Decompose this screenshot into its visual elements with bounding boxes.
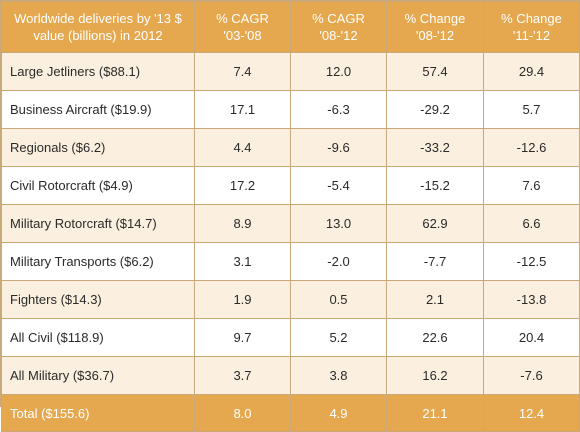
table-cell: -7.7 — [386, 242, 484, 281]
table-cell: -6.3 — [290, 90, 387, 129]
header-change-11-12-line2: '11-'12 — [512, 28, 551, 43]
table-cell: 9.7 — [194, 318, 291, 357]
table-cell: 13.0 — [290, 204, 387, 243]
header-cagr-08-12-line1: % CAGR — [312, 11, 365, 26]
header-change-08-12-line2: '08-'12 — [415, 28, 455, 43]
header-category-line2: value (billions) in 2012 — [33, 28, 163, 43]
table-cell: 5.2 — [290, 318, 387, 357]
table-cell: -12.5 — [483, 242, 580, 281]
table-cell: 5.7 — [483, 90, 580, 129]
header-cagr-03-08: % CAGR '03-'08 — [194, 1, 291, 53]
row-label: All Military ($36.7) — [1, 356, 195, 395]
table-cell: 0.5 — [290, 280, 387, 319]
header-row: Worldwide deliveries by '13 $ value (bil… — [1, 1, 580, 53]
row-label: Business Aircraft ($19.9) — [1, 90, 195, 129]
table-cell: -29.2 — [386, 90, 484, 129]
table-row: Civil Rotorcraft ($4.9) 17.2 -5.4 -15.2 … — [1, 166, 580, 205]
header-change-08-12-line1: % Change — [404, 11, 466, 26]
table-cell: 17.1 — [194, 90, 291, 129]
header-change-11-12: % Change '11-'12 — [483, 1, 580, 53]
table-cell: 7.6 — [483, 166, 580, 205]
header-cagr-08-12: % CAGR '08-'12 — [290, 1, 387, 53]
table-cell: -9.6 — [290, 128, 387, 167]
table-cell: 6.6 — [483, 204, 580, 243]
table-cell: 20.4 — [483, 318, 580, 357]
total-row: Total ($155.6) 8.0 4.9 21.1 12.4 — [1, 394, 580, 432]
row-label: Regionals ($6.2) — [1, 128, 195, 167]
table-row: Regionals ($6.2) 4.4 -9.6 -33.2 -12.6 — [1, 128, 580, 167]
row-label: Military Transports ($6.2) — [1, 242, 195, 281]
table-cell: -13.8 — [483, 280, 580, 319]
table-cell: 29.4 — [483, 52, 580, 91]
table-cell: 2.1 — [386, 280, 484, 319]
total-cell: 21.1 — [386, 394, 484, 432]
header-cagr-03-08-line2: '03-'08 — [223, 28, 262, 43]
header-cagr-03-08-line1: % CAGR — [216, 11, 269, 26]
table-cell: -33.2 — [386, 128, 484, 167]
row-label: Fighters ($14.3) — [1, 280, 195, 319]
table-cell: -12.6 — [483, 128, 580, 167]
header-cagr-08-12-line2: '08-'12 — [319, 28, 358, 43]
table-cell: 3.1 — [194, 242, 291, 281]
table-row: Large Jetliners ($88.1) 7.4 12.0 57.4 29… — [1, 52, 580, 91]
row-label: Civil Rotorcraft ($4.9) — [1, 166, 195, 205]
table-row: Military Transports ($6.2) 3.1 -2.0 -7.7… — [1, 242, 580, 281]
table-row: All Civil ($118.9) 9.7 5.2 22.6 20.4 — [1, 318, 580, 357]
table-cell: -7.6 — [483, 356, 580, 395]
table-cell: 1.9 — [194, 280, 291, 319]
total-cell: 12.4 — [483, 394, 580, 432]
table-cell: 62.9 — [386, 204, 484, 243]
table-cell: 7.4 — [194, 52, 291, 91]
table-cell: 12.0 — [290, 52, 387, 91]
table-cell: 8.9 — [194, 204, 291, 243]
table-cell: 17.2 — [194, 166, 291, 205]
row-label: Military Rotorcraft ($14.7) — [1, 204, 195, 243]
table-row: Fighters ($14.3) 1.9 0.5 2.1 -13.8 — [1, 280, 580, 319]
header-category: Worldwide deliveries by '13 $ value (bil… — [1, 1, 195, 53]
table-cell: 3.8 — [290, 356, 387, 395]
total-cell: 4.9 — [290, 394, 387, 432]
header-category-line1: Worldwide deliveries by '13 $ — [14, 11, 182, 26]
table-cell: 4.4 — [194, 128, 291, 167]
table-cell: -2.0 — [290, 242, 387, 281]
total-cell: 8.0 — [194, 394, 291, 432]
row-label: All Civil ($118.9) — [1, 318, 195, 357]
table-row: Military Rotorcraft ($14.7) 8.9 13.0 62.… — [1, 204, 580, 243]
table-cell: 57.4 — [386, 52, 484, 91]
table-cell: -5.4 — [290, 166, 387, 205]
table-cell: 22.6 — [386, 318, 484, 357]
table-cell: 3.7 — [194, 356, 291, 395]
total-label: Total ($155.6) — [1, 394, 195, 432]
row-label: Large Jetliners ($88.1) — [1, 52, 195, 91]
table-cell: 16.2 — [386, 356, 484, 395]
table-row: All Military ($36.7) 3.7 3.8 16.2 -7.6 — [1, 356, 580, 395]
header-change-08-12: % Change '08-'12 — [386, 1, 484, 53]
header-change-11-12-line1: % Change — [501, 11, 562, 26]
table-row: Business Aircraft ($19.9) 17.1 -6.3 -29.… — [1, 90, 580, 129]
table-cell: -15.2 — [386, 166, 484, 205]
